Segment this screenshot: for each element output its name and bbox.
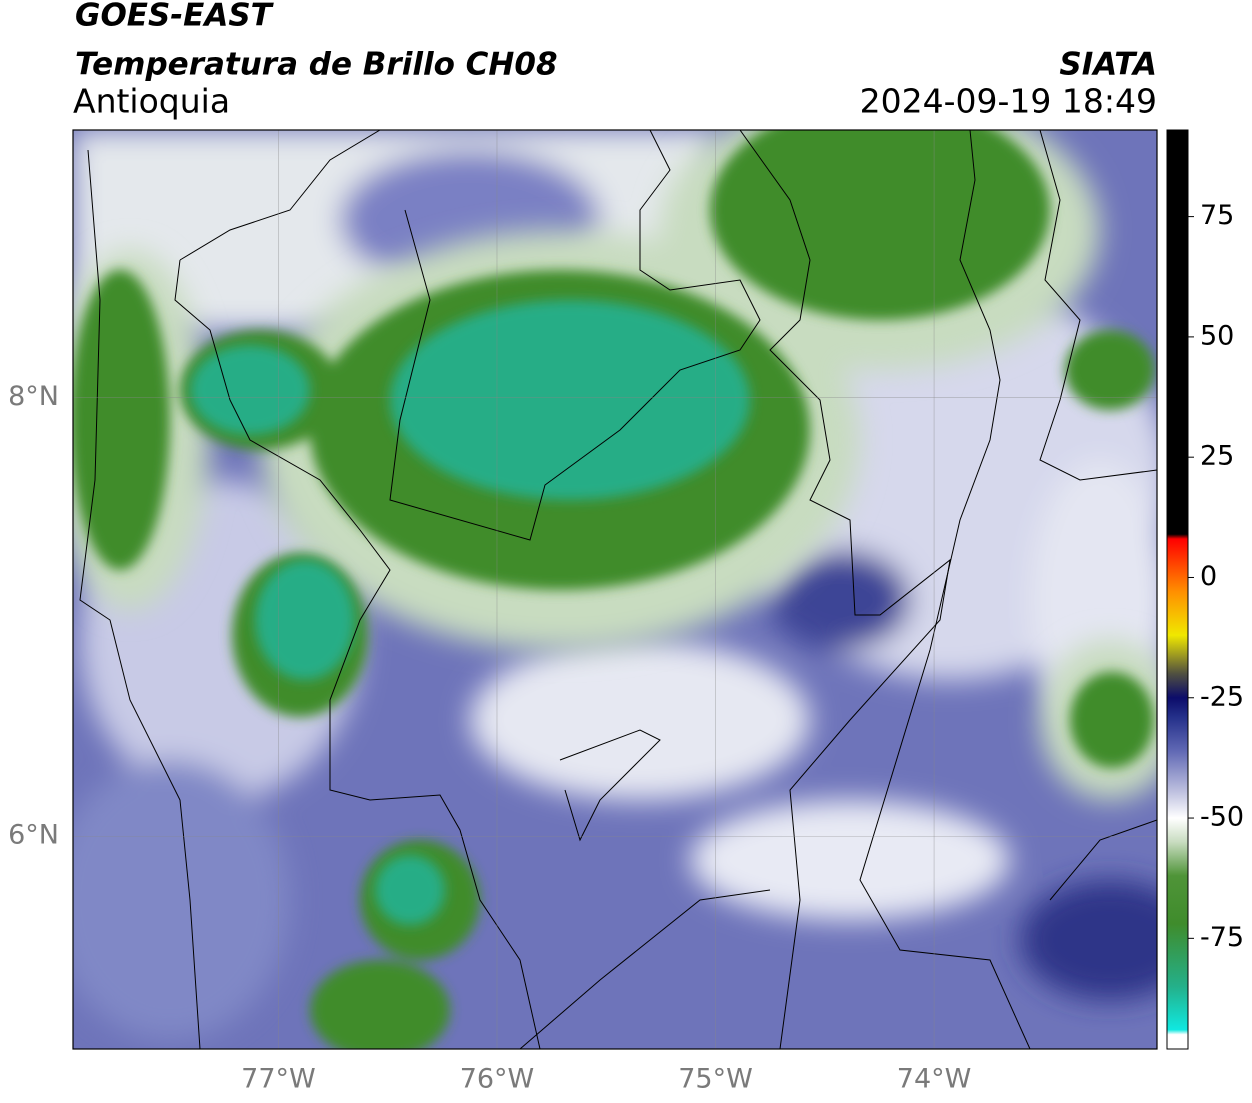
colorbar-tick-label: -50 [1200,802,1244,833]
lon-tick-label: 75°W [678,1064,753,1095]
region: Antioquia [73,82,230,121]
colorbar-tick-label: 0 [1200,561,1217,592]
map-frame [72,129,1158,1050]
satellite-image [73,130,1157,1049]
lon-tick-label: 77°W [241,1064,316,1095]
colorbar-tick-label: 25 [1200,441,1234,472]
colorbar-tick-label: -25 [1200,681,1244,712]
lon-tick-label: 76°W [460,1064,535,1095]
datetime: 2024-09-19 18:49 [860,82,1157,121]
colorbar [1166,129,1189,1050]
colorbar-tick-label: 50 [1200,320,1234,351]
colorbar-tick-label: 75 [1200,200,1234,231]
colorbar-tick-label: -75 [1200,922,1244,953]
lon-tick-label: 74°W [897,1064,972,1095]
lat-tick-label: 8°N [8,381,59,412]
lat-tick-label: 6°N [8,820,59,851]
subtitle: Temperatura de Brillo CH08 [75,47,558,83]
source: SIATA [1059,47,1157,83]
title: GOES-EAST [75,0,275,34]
